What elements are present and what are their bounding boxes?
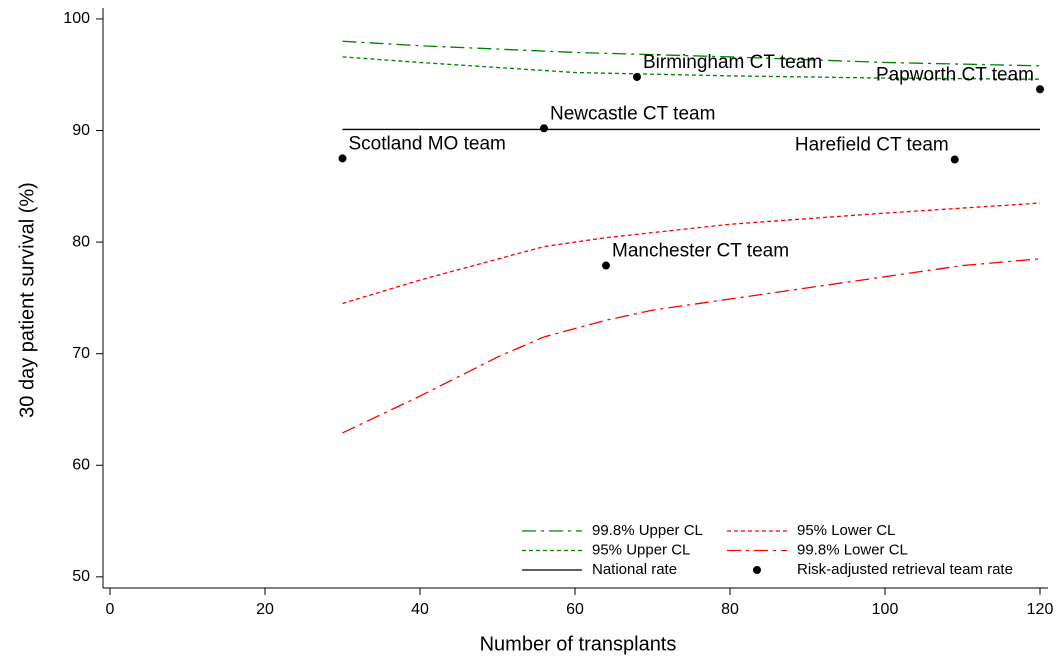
x-tick-label: 40 xyxy=(411,601,429,618)
data-point xyxy=(1036,85,1044,94)
point-label: Newcastle CT team xyxy=(550,103,715,124)
legend-label: National rate xyxy=(592,561,677,578)
data-point xyxy=(338,154,347,163)
point-label: Manchester CT team xyxy=(612,241,789,262)
legend-label: 99.8% Upper CL xyxy=(592,522,703,539)
legend-swatch xyxy=(753,566,761,574)
y-tick-label: 60 xyxy=(72,456,90,473)
y-tick-label: 90 xyxy=(72,122,90,139)
point-label: Scotland MO team xyxy=(349,133,506,154)
y-tick-label: 70 xyxy=(72,345,90,362)
x-tick-label: 0 xyxy=(106,601,115,618)
y-axis-label: 30 day patient survival (%) xyxy=(16,182,38,418)
data-point xyxy=(602,261,610,270)
x-tick-label: 80 xyxy=(721,601,739,618)
legend-label: 95% Upper CL xyxy=(592,541,690,558)
series-line xyxy=(342,56,1041,80)
data-point xyxy=(633,72,641,81)
legend-label: 99.8% Lower CL xyxy=(797,541,908,558)
y-tick-label: 100 xyxy=(63,10,90,27)
point-label: Harefield CT team xyxy=(795,135,949,156)
x-axis-label: Number of transplants xyxy=(480,633,677,655)
x-tick-label: 20 xyxy=(256,601,274,618)
series-line xyxy=(342,40,1041,67)
x-tick-label: 100 xyxy=(872,601,899,618)
y-tick-label: 50 xyxy=(72,568,90,585)
data-point xyxy=(540,124,548,133)
legend-label: 95% Lower CL xyxy=(797,522,895,539)
data-point xyxy=(950,155,959,164)
series-line xyxy=(342,202,1041,305)
x-tick-label: 120 xyxy=(1027,601,1054,618)
legend-label: Risk-adjusted retrieval team rate xyxy=(797,561,1013,578)
point-label: Birmingham CT team xyxy=(643,52,822,73)
series-line xyxy=(342,258,1041,434)
x-tick-label: 60 xyxy=(566,601,584,618)
point-label: Papworth CT team xyxy=(876,64,1034,85)
y-tick-label: 80 xyxy=(72,233,90,250)
